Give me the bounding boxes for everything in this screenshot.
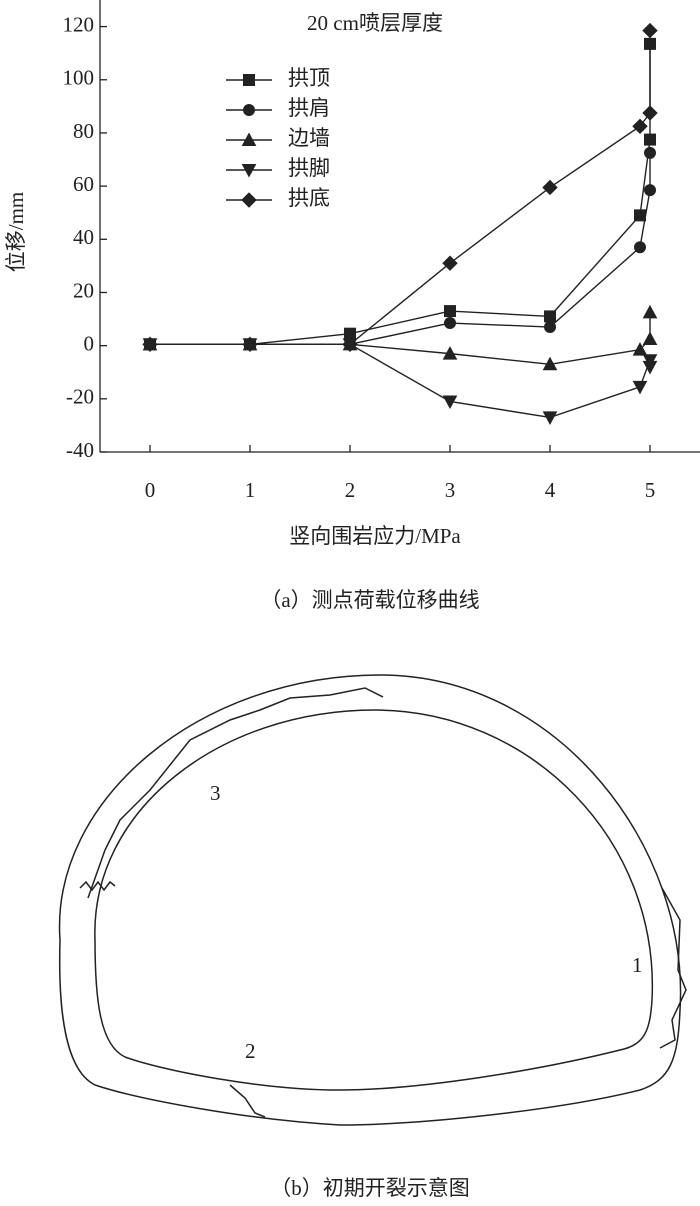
marker <box>542 411 558 425</box>
caption: （a）测点荷载位移曲线 <box>260 588 479 612</box>
marker <box>241 164 257 178</box>
crack-label: 1 <box>632 953 643 977</box>
crack <box>659 887 687 1049</box>
legend-label: 拱顶 <box>288 66 330 90</box>
crack <box>87 687 384 899</box>
x-tick-label: 0 <box>145 478 156 502</box>
marker <box>634 241 646 254</box>
y-tick-label: 0 <box>84 331 95 355</box>
marker <box>642 360 658 375</box>
marker <box>442 346 458 360</box>
x-tick-label: 2 <box>345 478 356 502</box>
marker <box>342 336 358 353</box>
marker <box>243 74 255 86</box>
marker <box>632 118 648 135</box>
crack-label: 2 <box>245 1039 256 1063</box>
legend-label: 拱肩 <box>288 96 330 120</box>
marker <box>241 192 257 208</box>
chart-title: 20 cm喷层厚度 <box>307 11 443 35</box>
y-tick-label: 120 <box>63 12 95 36</box>
marker <box>544 310 556 323</box>
y-axis-label: 位移/mm <box>4 192 28 273</box>
series-line <box>150 152 651 346</box>
marker <box>642 22 658 39</box>
x-tick-label: 1 <box>245 478 256 502</box>
tunnel-diagram: 1 2 3 <box>58 674 687 1126</box>
marker <box>642 105 658 121</box>
y-tick-label: 40 <box>73 225 94 249</box>
x-tick-label: 3 <box>445 478 456 502</box>
legend-label: 拱脚 <box>288 156 330 180</box>
marker <box>444 317 456 330</box>
marker <box>241 132 257 146</box>
marker <box>632 342 648 356</box>
marker <box>632 380 648 395</box>
y-tick-label: -40 <box>66 438 94 462</box>
marker <box>442 395 458 410</box>
marker <box>142 336 158 353</box>
y-tick-label: 60 <box>73 172 94 196</box>
x-tick-label: 4 <box>545 478 556 502</box>
y-tick-label: 100 <box>63 66 95 90</box>
x-tick-label: 5 <box>645 478 656 502</box>
series-line <box>150 43 651 346</box>
lining-inner <box>94 709 654 1091</box>
crack <box>229 1084 266 1118</box>
marker <box>444 305 456 318</box>
crack-label: 3 <box>210 781 221 805</box>
marker <box>644 133 656 146</box>
series-line <box>150 30 651 346</box>
series-line <box>150 343 651 419</box>
x-axis-label: 竖向围岩应力/MPa <box>289 524 461 548</box>
marker <box>242 336 258 353</box>
y-tick-label: -20 <box>66 385 94 409</box>
marker <box>243 104 255 116</box>
legend-label: 边墙 <box>288 126 330 150</box>
marker <box>542 179 558 196</box>
marker <box>642 331 658 345</box>
marker <box>642 354 658 368</box>
y-tick-label: 20 <box>73 278 94 302</box>
marker <box>634 209 646 222</box>
marker <box>442 255 458 271</box>
crack <box>79 880 116 892</box>
lining-outer <box>58 674 682 1126</box>
series-line <box>150 312 651 365</box>
marker <box>542 356 558 371</box>
legend-label: 拱底 <box>288 186 330 210</box>
marker <box>644 146 656 159</box>
marker <box>644 184 656 197</box>
y-tick-label: 80 <box>73 119 94 143</box>
marker <box>642 304 658 319</box>
caption: （b）初期开裂示意图 <box>270 1176 470 1200</box>
marker <box>544 321 556 334</box>
